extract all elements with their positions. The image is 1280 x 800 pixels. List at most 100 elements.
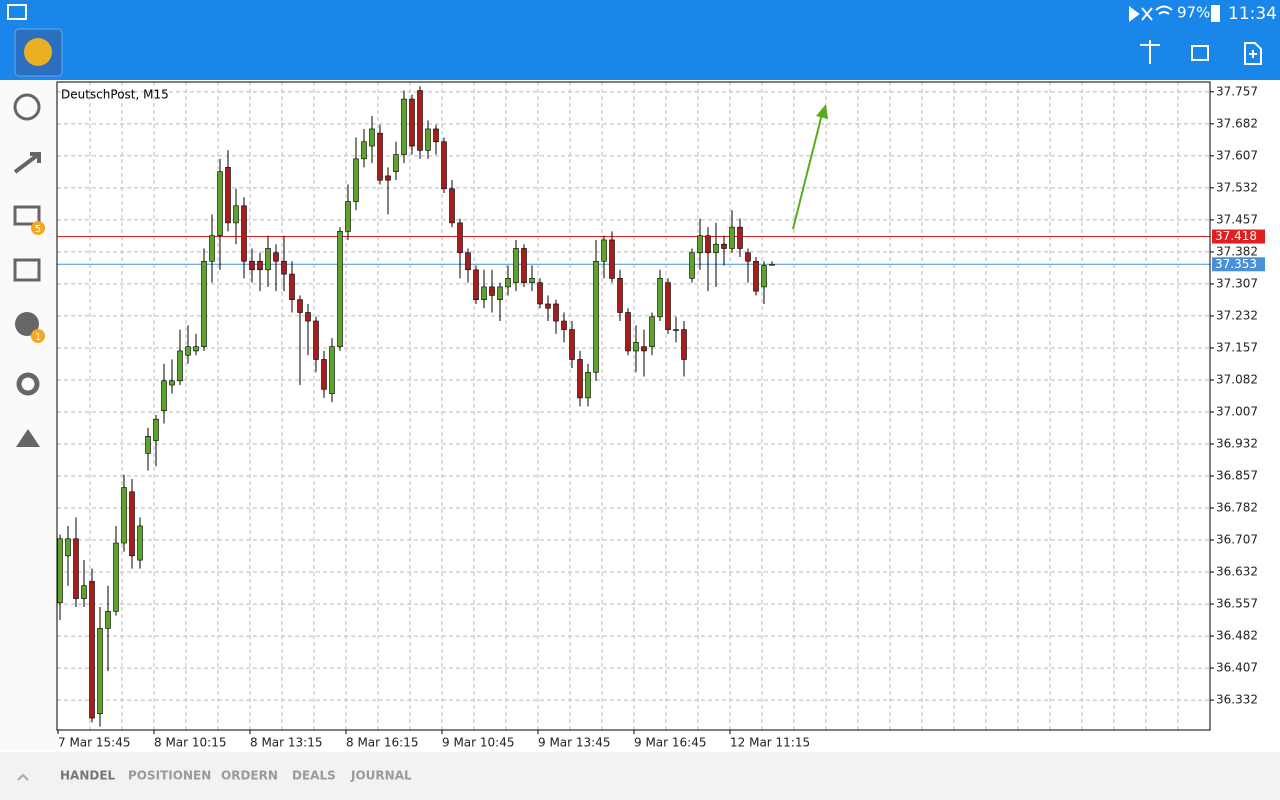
wifi-icon [1155, 5, 1173, 15]
candle-body [689, 252, 695, 279]
quotes-icon[interactable] [13, 93, 41, 121]
candle-body [505, 278, 511, 288]
price-label: 37.418 [1215, 229, 1257, 243]
candle-body [481, 286, 487, 301]
price-label-bg [1212, 229, 1265, 244]
candle-body [201, 260, 207, 347]
candle-body [297, 299, 303, 313]
chart-icon[interactable] [13, 152, 41, 174]
gallery-icon [7, 4, 27, 20]
tab-bar [0, 752, 1280, 800]
y-tick-label: 36.557 [1216, 597, 1258, 611]
candle-body [529, 278, 535, 283]
candle-body [345, 201, 351, 232]
candle-body [105, 611, 111, 629]
y-tick-label: 37.007 [1216, 404, 1258, 418]
tab[interactable]: POSITIONEN [128, 769, 211, 783]
candle-body [169, 380, 175, 386]
x-tick-label: 9 Mar 13:45 [538, 736, 611, 750]
battery: 97% [1177, 4, 1210, 22]
candle-body [257, 260, 263, 271]
battery-icon [1211, 5, 1220, 22]
new-order-button[interactable] [1244, 42, 1262, 65]
candle-body [161, 380, 167, 411]
y-tick-label: 37.607 [1216, 148, 1258, 162]
candle-body [361, 141, 367, 160]
y-tick-label: 36.482 [1216, 629, 1258, 643]
candle-body [57, 538, 63, 604]
candle-body [265, 248, 271, 271]
tabs: HANDEL POSITIONEN ORDERN DEALS JOURNAL [60, 769, 412, 783]
candle-body [329, 346, 335, 394]
candle-body [89, 581, 95, 719]
candle-body [137, 525, 143, 561]
candle-body [761, 265, 767, 288]
sidebar [0, 80, 57, 750]
candle-body [585, 371, 591, 399]
candle-body [769, 263, 775, 266]
candle-body [81, 585, 87, 599]
expand-button[interactable] [17, 773, 29, 781]
candle-body [73, 538, 79, 599]
candle-body [121, 487, 127, 544]
candle-body [209, 235, 215, 262]
candle-body [553, 303, 559, 322]
candle-body [369, 128, 375, 147]
community-icon[interactable] [16, 429, 40, 447]
candle-body [561, 320, 567, 330]
candle-body [225, 167, 231, 224]
candle-body [681, 329, 687, 360]
candle-body [457, 222, 463, 254]
candle-body [633, 342, 639, 352]
candle-body [377, 132, 383, 181]
candle-body [521, 248, 527, 283]
candle-body [713, 243, 719, 254]
chat-icon[interactable] [15, 312, 39, 336]
candle-body [233, 205, 239, 224]
candle-body [601, 239, 607, 262]
candle-body [145, 436, 151, 454]
candle-body [289, 273, 295, 301]
candle-body [641, 346, 647, 352]
settings-icon[interactable] [16, 372, 40, 396]
trend-arrow-head [816, 104, 828, 119]
y-tick-label: 36.857 [1216, 469, 1258, 483]
news-icon[interactable] [13, 258, 41, 282]
candle-body [609, 239, 615, 279]
candle-body [153, 418, 159, 441]
symbols-button[interactable] [1140, 40, 1160, 64]
tab[interactable]: HANDEL [60, 769, 116, 783]
candle-body [649, 316, 655, 347]
candle-body [625, 312, 631, 352]
candle-body [353, 158, 359, 202]
app-bar [0, 0, 1280, 80]
x-tick-label: 8 Mar 16:15 [346, 736, 419, 750]
logo-coin [24, 38, 52, 66]
candle-body [593, 260, 599, 373]
y-tick-label: 36.332 [1216, 693, 1258, 707]
candle-body [489, 286, 495, 296]
y-tick-label: 37.157 [1216, 340, 1258, 354]
mail-icon[interactable] [13, 205, 41, 226]
candle-body [545, 303, 551, 309]
candle-body [185, 346, 191, 356]
clock: 11:34 [1228, 4, 1277, 24]
candle-body [401, 98, 407, 155]
y-tick-label: 36.932 [1216, 436, 1258, 450]
tab[interactable]: JOURNAL [350, 769, 412, 783]
windows-button[interactable] [1191, 45, 1209, 61]
y-tick-label: 36.407 [1216, 661, 1258, 675]
tab[interactable]: DEALS [292, 769, 336, 783]
y-tick-label: 37.382 [1216, 244, 1258, 258]
candle-body [753, 260, 759, 292]
candle-body [393, 154, 399, 172]
plot-frame [56, 81, 1211, 731]
candle-body [129, 491, 135, 557]
y-tick-label: 36.707 [1216, 533, 1258, 547]
y-tick-label: 37.307 [1216, 276, 1258, 290]
chat-badge [31, 329, 45, 343]
candle-body [665, 282, 671, 330]
candle-body [249, 260, 255, 271]
tab[interactable]: ORDERN [221, 769, 278, 783]
x-tick-label: 8 Mar 13:15 [250, 736, 323, 750]
